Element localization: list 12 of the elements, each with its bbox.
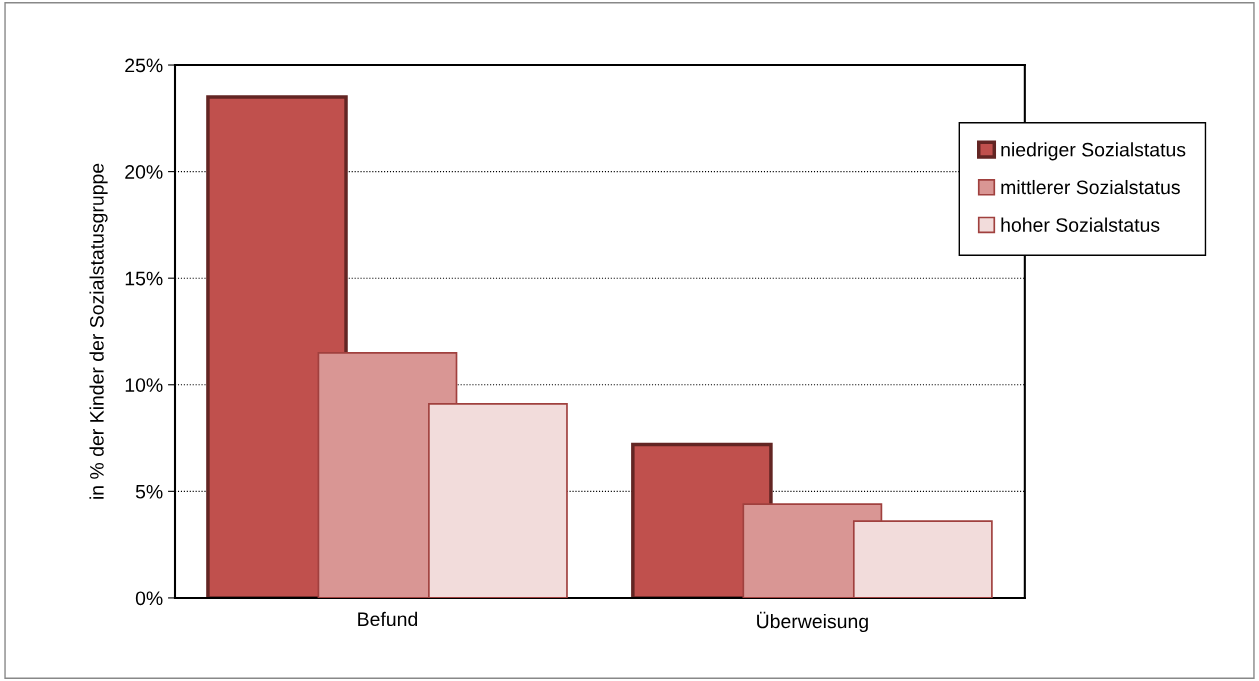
y-tick-label: 10%	[125, 378, 163, 392]
y-axis-title: in % der Kinder der Sozialstatusgruppe	[89, 163, 108, 499]
y-tick-label: 0%	[135, 591, 163, 606]
legend-label: mittlerer Sozialstatus	[1001, 179, 1180, 195]
legend-label: hoher Sozialstatus	[1001, 217, 1160, 232]
y-tick-label: 5%	[135, 484, 163, 499]
x-tick-label: Überweisung	[757, 611, 868, 633]
x-tick-label: Befund	[358, 611, 418, 627]
y-tick-label: 25%	[125, 58, 163, 73]
y-tick-label: 20%	[125, 165, 163, 179]
legend-label: niedriger Sozialstatus	[1001, 142, 1186, 161]
y-tick-label: 15%	[125, 271, 163, 286]
